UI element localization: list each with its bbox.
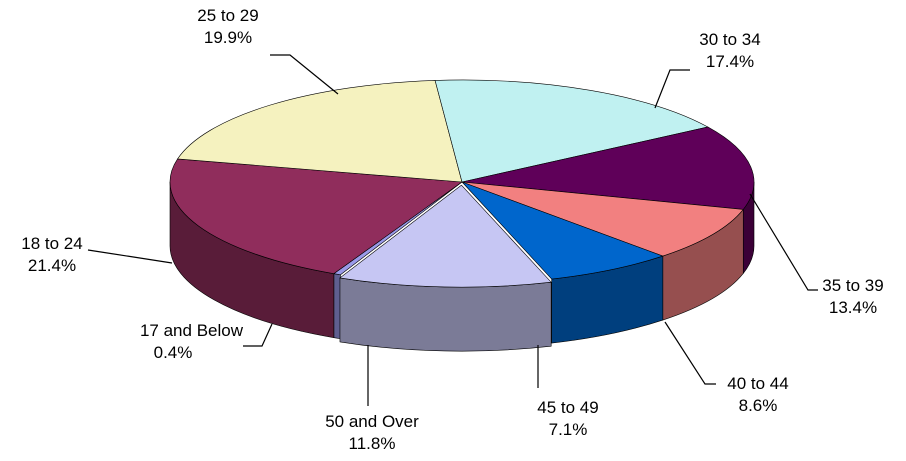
slice-percent-45-to-49: 7.1%	[549, 420, 588, 439]
leader-line-35-to-39	[749, 193, 818, 291]
leader-line-30-to-34	[654, 69, 690, 109]
slice-percent-18-to-24: 21.4%	[28, 256, 76, 275]
slice-label-40-to-44: 40 to 44	[727, 374, 788, 393]
slice-percent-50-and-over: 11.8%	[349, 434, 396, 453]
pie-slice-45-to-49	[461, 181, 664, 280]
pie-tops	[169, 79, 755, 288]
slice-label-30-to-34: 30 to 34	[699, 30, 760, 49]
slice-percent-30-to-34: 17.4%	[706, 52, 754, 71]
slice-label-18-to-24: 18 to 24	[21, 234, 82, 253]
slice-label-45-to-49: 45 to 49	[537, 398, 598, 417]
slice-percent-35-to-39: 13.4%	[829, 298, 877, 317]
leader-lines	[87, 54, 818, 406]
slice-labels: 17 and Below 0.4% 18 to 24 21.4% 25 to 29 19.…	[21, 6, 883, 453]
pie-slice-18-to-24	[169, 158, 463, 274]
leader-line-18-to-24	[87, 249, 173, 264]
pie-slice-40-to-44	[461, 181, 744, 257]
slice-label-17-and-below: 17 and Below	[140, 321, 244, 340]
slice-label-35-to-39: 35 to 39	[822, 276, 883, 295]
pie-slice-25-to-29	[177, 80, 463, 183]
pie-sides	[169, 181, 755, 352]
slice-label-50-and-over: 50 and Over	[325, 412, 419, 431]
pie-side-17-and-below	[333, 273, 341, 340]
leader-line-40-to-44	[664, 321, 716, 385]
slice-percent-17-and-below: 0.4%	[154, 343, 193, 362]
slice-percent-40-to-44: 8.6%	[739, 396, 778, 415]
pie-side-50-and-over	[339, 277, 552, 352]
leader-line-17-and-below	[243, 323, 273, 347]
slice-percent-25-to-29: 19.9%	[204, 28, 252, 47]
pie-slice-30-to-34	[434, 79, 709, 183]
pie-slice-35-to-39	[461, 126, 755, 210]
leader-line-25-to-29	[270, 54, 339, 95]
pie-slice-50-and-over	[339, 184, 552, 288]
slice-label-25-to-29: 25 to 29	[197, 6, 258, 25]
